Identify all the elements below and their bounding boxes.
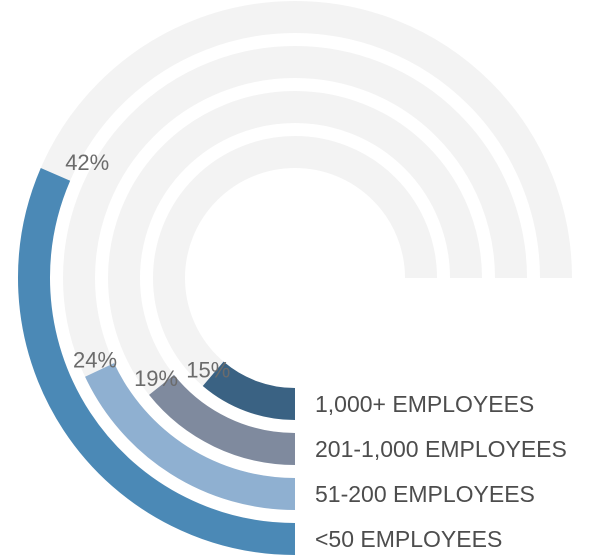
category-label: 201-1,000 EMPLOYEES	[315, 436, 567, 462]
chart-bars	[18, 167, 296, 555]
value-label: 15%	[186, 357, 230, 382]
category-label: <50 EMPLOYEES	[315, 526, 502, 552]
ring-bar	[149, 374, 296, 465]
chart-category-labels: 1,000+ EMPLOYEES 201-1,000 EMPLOYEES 51-20…	[315, 391, 567, 552]
ring-track	[153, 136, 437, 420]
value-label: 24%	[73, 348, 117, 373]
chart-value-labels: 15% 19% 24% 42%	[65, 150, 230, 391]
ring-bar	[202, 361, 296, 420]
value-label: 42%	[65, 150, 109, 175]
ring-bar	[85, 362, 296, 510]
category-label: 1,000+ EMPLOYEES	[315, 391, 534, 417]
value-label: 19%	[134, 366, 178, 391]
category-label: 51-200 EMPLOYEES	[315, 481, 535, 507]
ring-bar	[18, 167, 296, 555]
